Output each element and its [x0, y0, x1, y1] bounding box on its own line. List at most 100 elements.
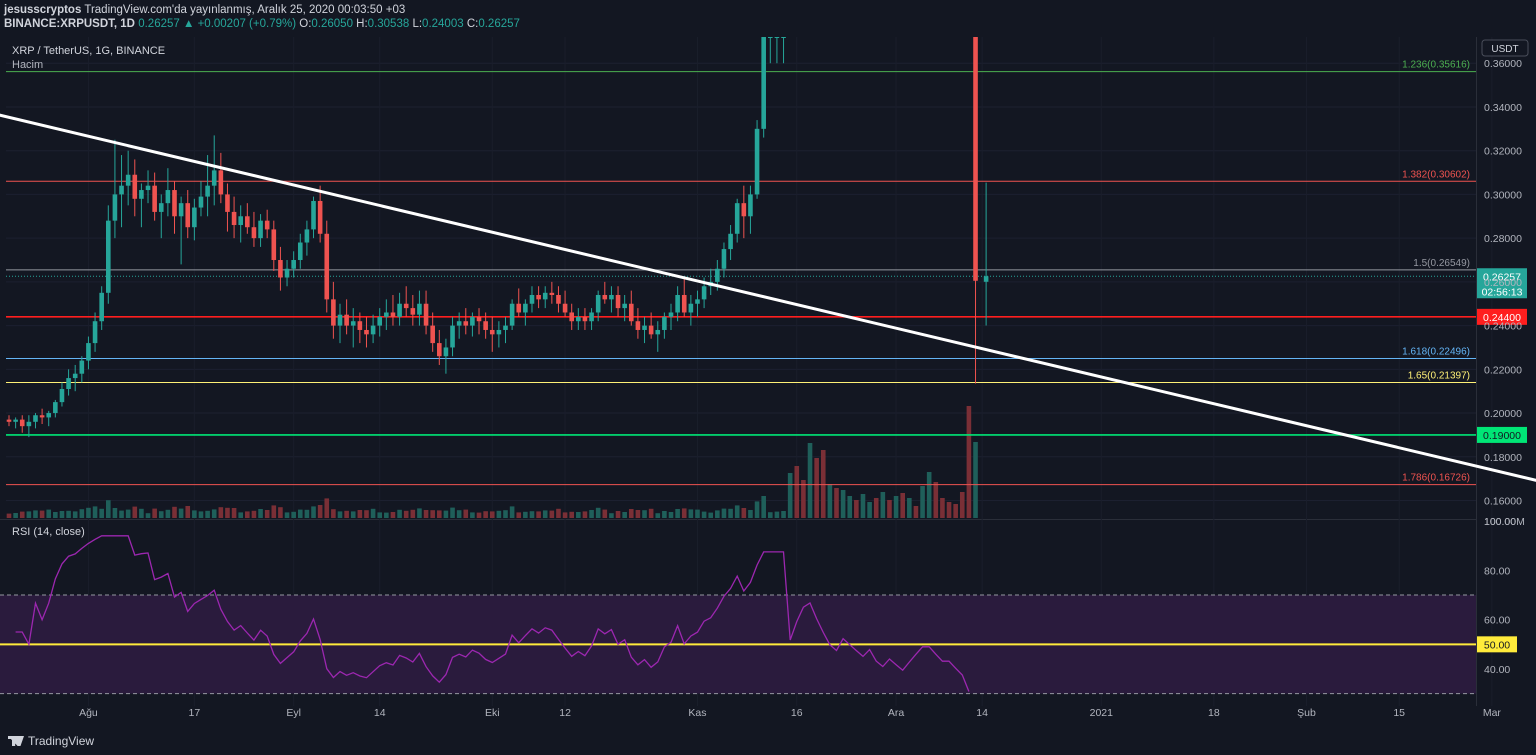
candle-body	[622, 303, 627, 309]
candle-body	[582, 316, 588, 322]
volume-bar	[417, 508, 422, 518]
volume-bar	[708, 512, 714, 518]
time-tick-label: 14	[374, 707, 386, 719]
candle-body	[655, 329, 661, 335]
candle-body	[192, 207, 197, 228]
candle-body	[628, 303, 634, 322]
candle-body	[271, 229, 277, 261]
volume-bar	[503, 510, 508, 518]
volume-bar	[357, 510, 363, 518]
volume-bar	[748, 510, 753, 518]
publisher-name[interactable]: jesusscryptos	[4, 4, 82, 16]
horizontal-levels[interactable]: 1.236(0.35616) 1.382(0.30602) 1.5(0.26549)…	[6, 60, 1527, 486]
volume-bar	[569, 511, 574, 518]
volume-bar	[33, 510, 38, 518]
price-tick-label: 0.30000	[1484, 189, 1522, 201]
candle-body	[19, 419, 25, 427]
volume-bar	[470, 512, 475, 518]
candle-body	[245, 216, 250, 228]
candle-body	[701, 286, 707, 300]
level-price-tag-label: 0.24400	[1483, 312, 1521, 324]
volume-bar	[178, 508, 184, 518]
volume-bar	[132, 506, 138, 518]
time-tick-label: Kas	[688, 707, 706, 719]
volume-bar	[854, 500, 859, 518]
volume-bar	[695, 509, 700, 518]
time-tick-label: Eyl	[286, 707, 301, 719]
volume-bar	[311, 506, 316, 518]
volume-bar	[642, 510, 647, 518]
candle-body	[443, 347, 449, 357]
volume-bar	[787, 473, 793, 518]
candle-body	[106, 220, 111, 293]
candle-body	[46, 413, 52, 418]
tradingview-logo[interactable]: TradingView	[8, 734, 94, 748]
pair-legend[interactable]: XRP / TetherUS, 1G, BINANCE	[12, 45, 165, 57]
candle-body	[983, 276, 989, 282]
candle-body	[198, 196, 204, 208]
volume-bar	[913, 506, 919, 518]
fib-level-label: 1.5(0.26549)	[1413, 258, 1470, 269]
currency-button[interactable]: USDT	[1481, 39, 1529, 57]
volume-bar	[145, 513, 151, 518]
volume-bar	[377, 512, 383, 518]
volume-bar	[900, 493, 905, 518]
volume-bar	[615, 511, 621, 518]
candle-body	[463, 321, 469, 326]
volume-bar	[258, 509, 263, 518]
volume-legend[interactable]: Hacim	[12, 59, 43, 71]
trendline[interactable]	[0, 105, 1536, 506]
candle-body	[595, 294, 601, 313]
volume-bar	[350, 511, 356, 518]
volume-bar	[437, 510, 442, 518]
candle-body	[569, 312, 574, 322]
fib-level-label: 1.786(0.16726)	[1402, 473, 1470, 484]
volume-bar	[529, 511, 535, 518]
publish-note: TradingView.com'da yayınlanmış, Aralık 2…	[84, 4, 406, 16]
volume-bar	[542, 510, 548, 518]
candle-body	[728, 233, 733, 250]
volume-bar	[688, 509, 694, 518]
candle-body	[675, 294, 680, 313]
rsi-tick-label: 100.00	[1484, 516, 1516, 528]
candle-body	[761, 37, 766, 129]
time-tick-label: 14	[976, 707, 988, 719]
candle-body	[496, 329, 502, 335]
candle-body	[278, 260, 283, 278]
volume-bar	[291, 511, 296, 518]
time-tick-label: Ağu	[79, 707, 98, 719]
volume-bar	[523, 511, 528, 518]
candle-body	[523, 303, 528, 313]
volume-bar	[907, 498, 912, 518]
volume-bar	[973, 442, 978, 518]
ohlc-low-label: L:	[412, 18, 423, 30]
tradingview-logo-icon	[8, 736, 24, 746]
candle-body	[331, 299, 336, 326]
countdown-label: 02:56:13	[1482, 286, 1523, 298]
last-price: 0.26257	[138, 18, 180, 30]
rsi-legend[interactable]: RSI (14, close)	[12, 526, 85, 538]
volume-bar	[245, 511, 250, 518]
volume-bar	[410, 509, 416, 518]
candle-body	[66, 378, 71, 390]
candle-body	[741, 203, 747, 217]
volume-bar	[774, 511, 780, 518]
volume-bar	[26, 511, 32, 518]
candle-body	[350, 321, 356, 326]
candle-body	[437, 343, 442, 357]
fib-level-label: 1.382(0.30602)	[1402, 169, 1470, 180]
candle-body	[264, 220, 270, 230]
price-tick-label: 0.20000	[1484, 408, 1522, 420]
candle-body	[337, 314, 343, 326]
volume-bar	[297, 509, 303, 518]
rsi-mid-tag-label: 50.00	[1484, 639, 1510, 651]
candle-body	[205, 185, 210, 197]
candle-body	[549, 292, 555, 295]
price-tick-label: 0.26000	[1484, 277, 1522, 289]
price-change: +0.00207 (+0.79%)	[197, 18, 297, 30]
volume-bar	[59, 511, 65, 518]
volume-bar	[602, 509, 608, 518]
candle-body	[602, 294, 608, 300]
candle-body	[139, 190, 144, 199]
